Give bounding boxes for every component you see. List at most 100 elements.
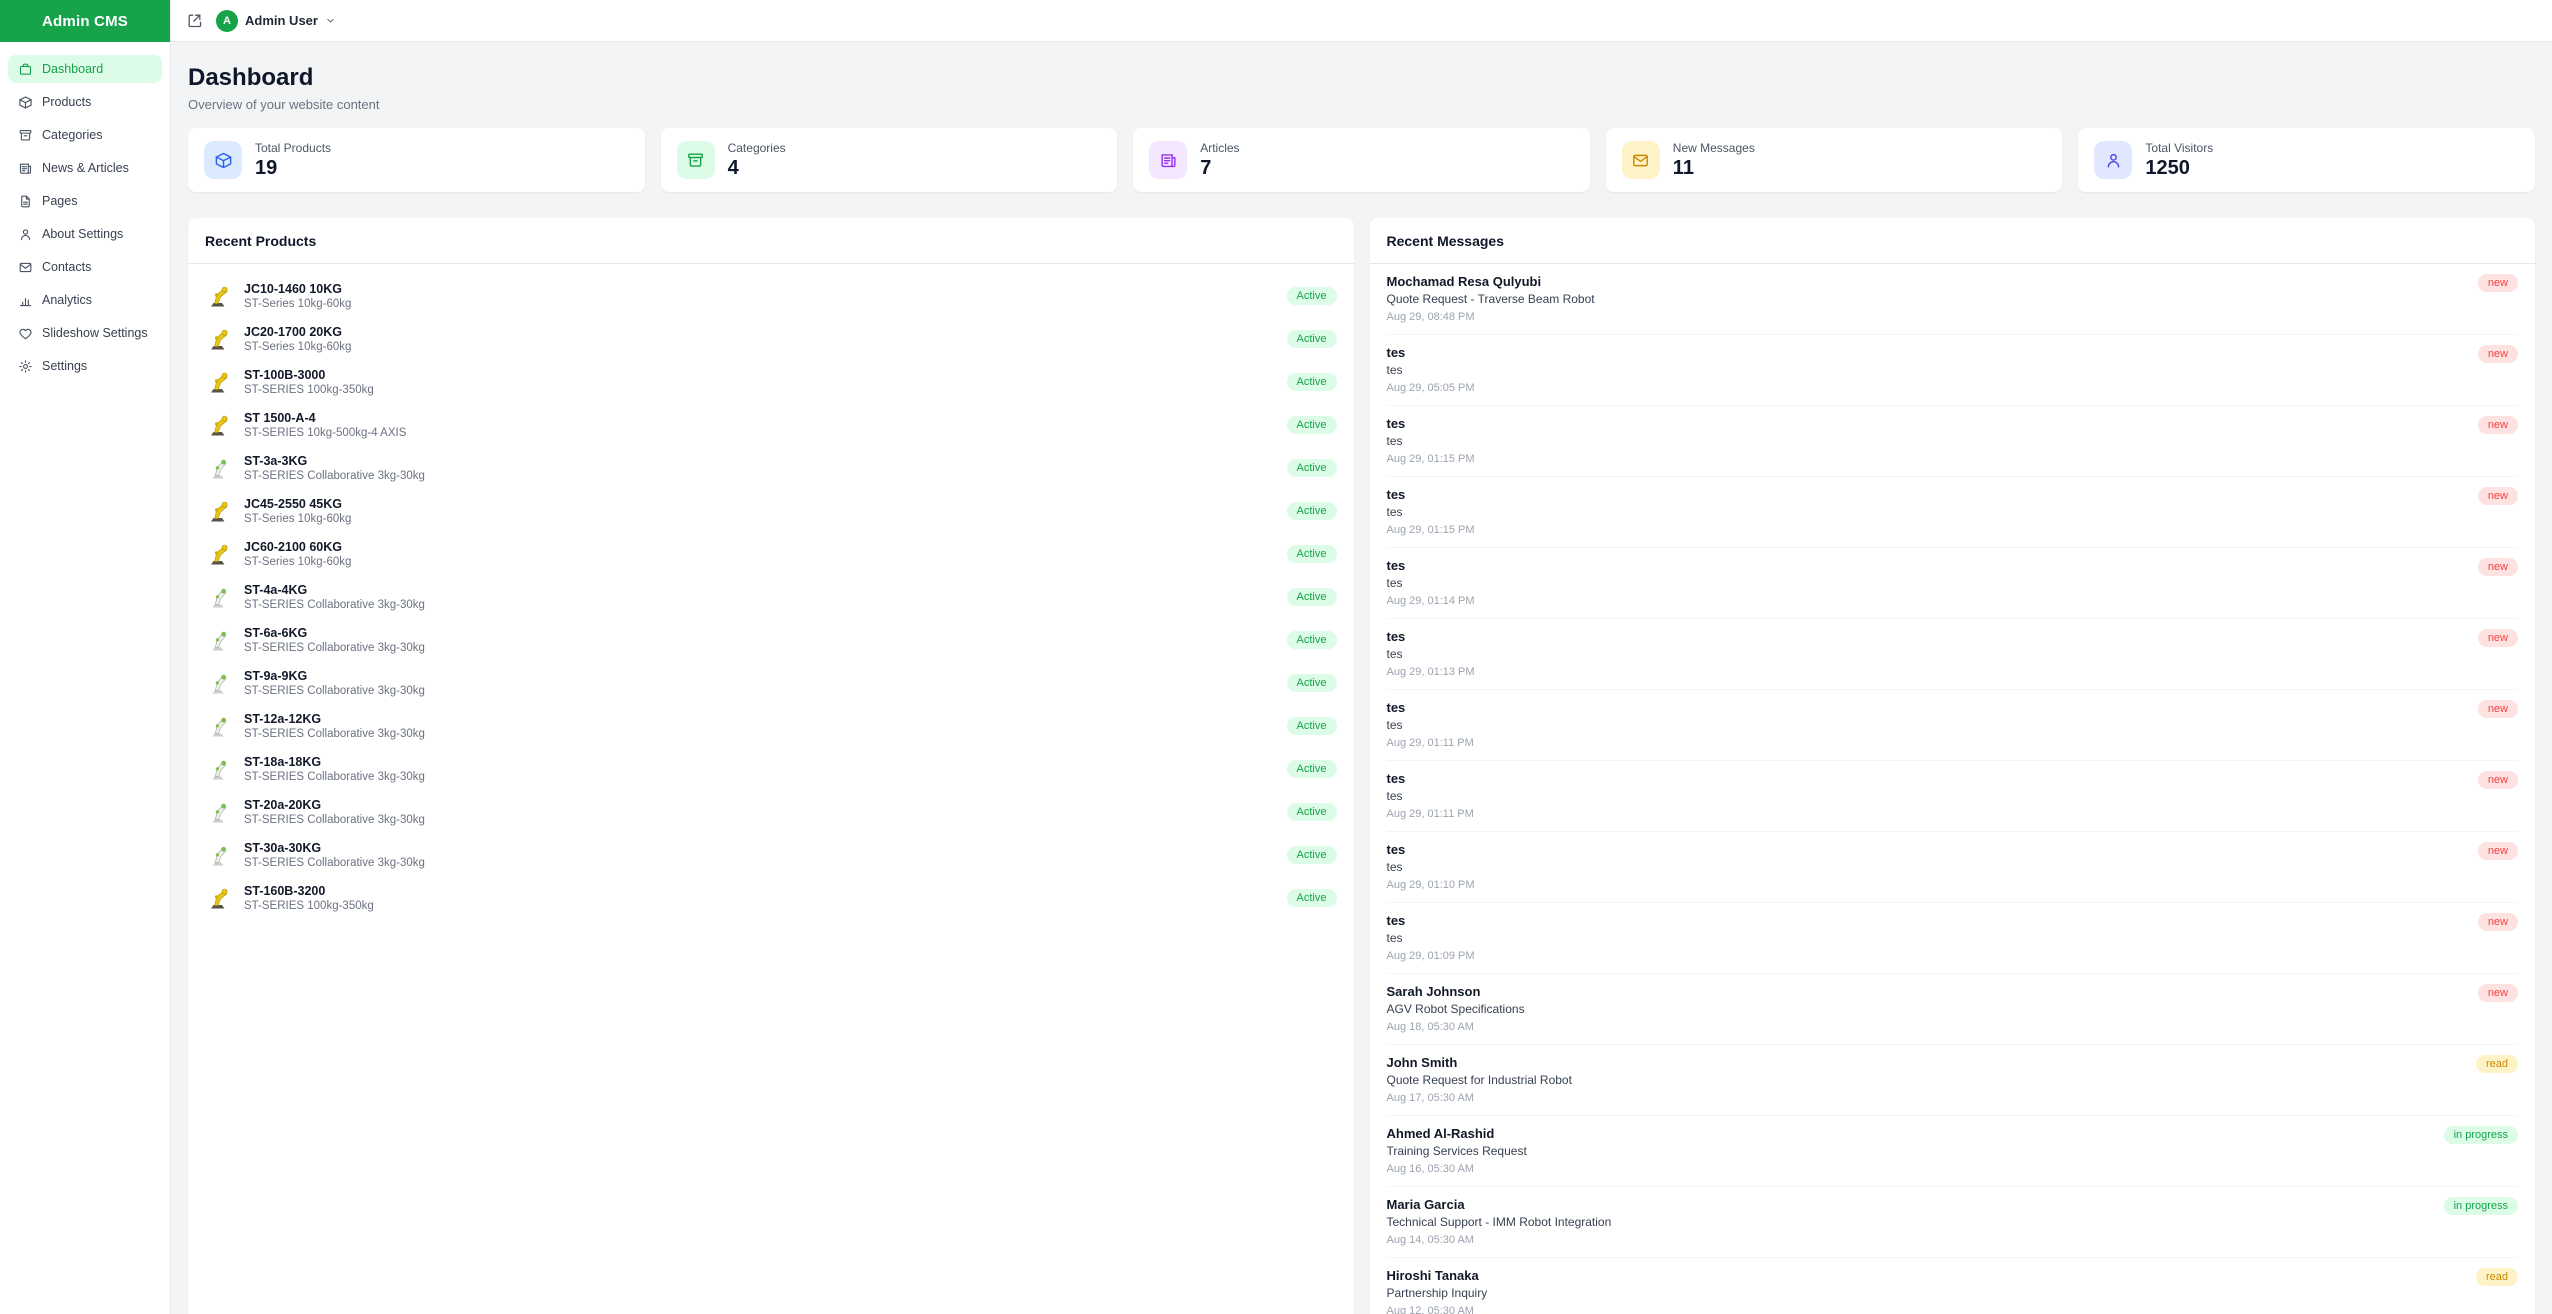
product-name: JC60-2100 60KG (244, 539, 342, 554)
white-robot-arm-thumbnail (205, 455, 231, 481)
product-row[interactable]: JC60-2100 60KG ST-Series 10kg-60kg Active (205, 532, 1337, 575)
product-row[interactable]: ST-9a-9KG ST-SERIES Collaborative 3kg-30k… (205, 661, 1337, 704)
white-robot-arm-thumbnail (205, 584, 231, 610)
message-item[interactable]: tes tes Aug 29, 01:14 PM new (1386, 548, 2518, 619)
product-row[interactable]: ST-20a-20KG ST-SERIES Collaborative 3kg-3… (205, 790, 1337, 833)
product-series: ST-SERIES Collaborative 3kg-30kg (244, 598, 425, 611)
product-row[interactable]: JC20-1700 20KG ST-Series 10kg-60kg Active (205, 317, 1337, 360)
sidebar-item-slideshow-settings[interactable]: Slideshow Settings (8, 319, 162, 347)
sidebar-item-settings[interactable]: Settings (8, 352, 162, 380)
message-item[interactable]: tes tes Aug 29, 05:05 PM new (1386, 335, 2518, 406)
message-item[interactable]: John Smith Quote Request for Industrial R… (1386, 1045, 2518, 1116)
message-status-badge: new (2477, 487, 2518, 505)
product-row[interactable]: ST-6a-6KG ST-SERIES Collaborative 3kg-30k… (205, 618, 1337, 661)
product-row[interactable]: ST-100B-3000 ST-SERIES 100kg-350kg Active (205, 360, 1337, 403)
message-sender: Maria Garcia (1386, 1197, 1465, 1212)
message-subject: tes (1386, 505, 1403, 519)
stat-card-total-products: Total Products 19 (188, 128, 645, 192)
sidebar: Admin CMS Dashboard Products Categories New… (0, 0, 171, 1314)
user-icon (18, 227, 33, 242)
briefcase-icon (18, 62, 33, 77)
message-sender: tes (1386, 700, 1406, 715)
stat-card-new-messages: New Messages 11 (1605, 128, 2063, 192)
product-row[interactable]: ST 1500-A-4 ST-SERIES 10kg-500kg-4 AXIS Ac… (205, 403, 1337, 446)
product-status-badge: Active (1286, 286, 1337, 305)
sidebar-item-label: Contacts (42, 260, 92, 274)
message-status-badge: new (2477, 984, 2518, 1002)
product-row[interactable]: ST-30a-30KG ST-SERIES Collaborative 3kg-3… (205, 833, 1337, 876)
product-series: ST-SERIES Collaborative 3kg-30kg (244, 641, 425, 654)
product-status-badge: Active (1286, 372, 1337, 391)
cube-icon (204, 141, 242, 179)
product-name: ST-12a-12KG (244, 711, 322, 726)
product-series: ST-SERIES 100kg-350kg (244, 383, 374, 396)
panels: Recent Products JC10-1460 10KG ST-Series … (188, 218, 2535, 1314)
product-status-badge: Active (1286, 802, 1337, 821)
message-sender: tes (1386, 913, 1406, 928)
sidebar-item-label: Slideshow Settings (42, 326, 148, 340)
message-status-badge: in progress (2443, 1197, 2518, 1215)
message-date: Aug 29, 08:48 PM (1386, 311, 1475, 323)
sidebar-item-pages[interactable]: Pages (8, 187, 162, 215)
product-row[interactable]: ST-18a-18KG ST-SERIES Collaborative 3kg-3… (205, 747, 1337, 790)
message-item[interactable]: Ahmed Al-Rashid Training Services Request… (1386, 1116, 2518, 1187)
sidebar-item-about-settings[interactable]: About Settings (8, 220, 162, 248)
message-sender: tes (1386, 842, 1406, 857)
stat-card-categories: Categories 4 (660, 128, 1118, 192)
message-item[interactable]: Mochamad Resa Qulyubi Quote Request - Tra… (1386, 264, 2518, 335)
product-row[interactable]: ST-3a-3KG ST-SERIES Collaborative 3kg-30k… (205, 446, 1337, 489)
sidebar-item-news-articles[interactable]: News & Articles (8, 154, 162, 182)
sidebar-item-label: Analytics (42, 293, 93, 307)
message-subject: tes (1386, 647, 1403, 661)
user-menu[interactable]: A Admin User (216, 9, 336, 32)
stat-label: Total Products (255, 140, 332, 155)
sidebar-item-products[interactable]: Products (8, 88, 162, 116)
product-row[interactable]: ST-160B-3200 ST-SERIES 100kg-350kg Active (205, 876, 1337, 919)
recent-messages-title: Recent Messages (1369, 218, 2535, 264)
message-subject: tes (1386, 789, 1403, 803)
sidebar-item-analytics[interactable]: Analytics (8, 286, 162, 314)
sidebar-item-categories[interactable]: Categories (8, 121, 162, 149)
message-item[interactable]: tes tes Aug 29, 01:11 PM new (1386, 690, 2518, 761)
product-series: ST-SERIES Collaborative 3kg-30kg (244, 469, 425, 482)
product-series: ST-SERIES Collaborative 3kg-30kg (244, 813, 425, 826)
product-status-badge: Active (1286, 544, 1337, 563)
product-status-badge: Active (1286, 673, 1337, 692)
sidebar-item-dashboard[interactable]: Dashboard (8, 55, 162, 83)
newspaper-icon (1149, 141, 1188, 179)
message-item[interactable]: tes tes Aug 29, 01:13 PM new (1386, 619, 2518, 690)
topbar: A Admin User (171, 0, 2552, 42)
app-logo: Admin CMS (0, 0, 170, 42)
product-row[interactable]: ST-4a-4KG ST-SERIES Collaborative 3kg-30k… (205, 575, 1337, 618)
message-subject: Training Services Request (1386, 1144, 1527, 1158)
archive-icon (18, 128, 33, 143)
product-status-badge: Active (1286, 501, 1337, 520)
product-series: ST-Series 10kg-60kg (244, 340, 352, 353)
product-series: ST-Series 10kg-60kg (244, 297, 352, 310)
message-item[interactable]: tes tes Aug 29, 01:09 PM new (1386, 903, 2518, 974)
message-item[interactable]: tes tes Aug 29, 01:10 PM new (1386, 832, 2518, 903)
message-item[interactable]: Sarah Johnson AGV Robot Specifications Aug… (1386, 974, 2518, 1045)
product-name: ST-18a-18KG (244, 754, 322, 769)
message-date: Aug 14, 05:30 AM (1386, 1234, 1474, 1246)
message-item[interactable]: tes tes Aug 29, 01:11 PM new (1386, 761, 2518, 832)
message-status-badge: new (2477, 913, 2518, 931)
message-item[interactable]: Maria Garcia Technical Support - IMM Robo… (1386, 1187, 2518, 1258)
sidebar-item-label: About Settings (42, 227, 124, 241)
message-date: Aug 16, 05:30 AM (1386, 1163, 1474, 1175)
stat-value: 11 (1672, 156, 1694, 179)
sidebar-item-contacts[interactable]: Contacts (8, 253, 162, 281)
product-row[interactable]: JC45-2550 45KG ST-Series 10kg-60kg Active (205, 489, 1337, 532)
external-link-icon[interactable] (186, 12, 203, 29)
mail-icon (1621, 141, 1660, 179)
message-date: Aug 29, 01:15 PM (1386, 453, 1475, 465)
product-series: ST-SERIES Collaborative 3kg-30kg (244, 856, 425, 869)
sidebar-item-label: Categories (42, 128, 103, 142)
product-series: ST-SERIES Collaborative 3kg-30kg (244, 770, 425, 783)
message-item[interactable]: tes tes Aug 29, 01:15 PM new (1386, 406, 2518, 477)
product-row[interactable]: JC10-1460 10KG ST-Series 10kg-60kg Active (205, 274, 1337, 317)
message-item[interactable]: Hiroshi Tanaka Partnership Inquiry Aug 12,… (1387, 1258, 2518, 1314)
heart-icon (18, 326, 33, 341)
message-item[interactable]: tes tes Aug 29, 01:15 PM new (1386, 477, 2518, 548)
product-row[interactable]: ST-12a-12KG ST-SERIES Collaborative 3kg-3… (205, 704, 1337, 747)
